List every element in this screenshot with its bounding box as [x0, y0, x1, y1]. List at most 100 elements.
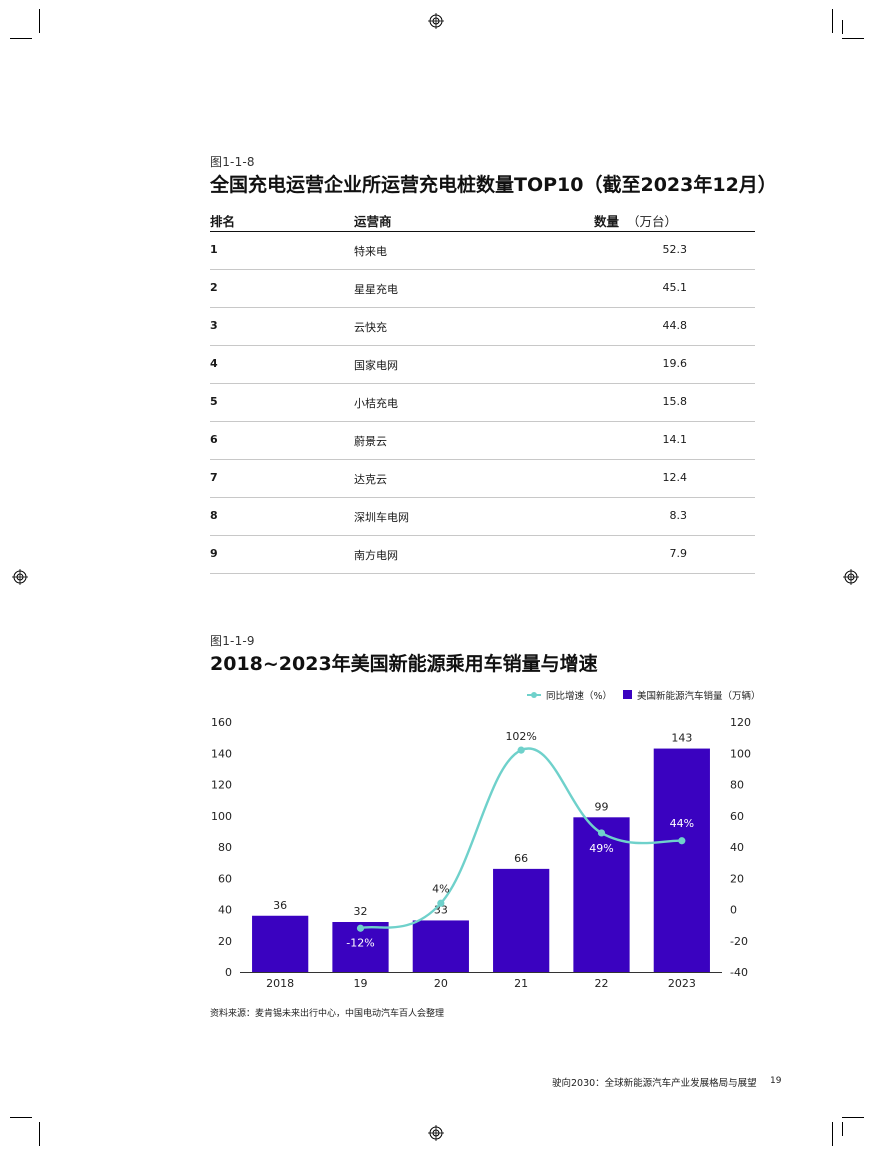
operator-cell: 云快充	[354, 321, 387, 334]
y-right-tick-label: 20	[730, 872, 744, 885]
y-right-tick-label: 100	[730, 747, 751, 760]
registration-target-icon	[12, 569, 28, 585]
legend-bar-label: 美国新能源汽车销量（万辆）	[637, 690, 761, 702]
count-cell: 8.3	[669, 509, 688, 522]
x-tick-label: 21	[514, 977, 528, 990]
col-count-header: 数量 （万台）	[594, 211, 677, 230]
crop-mark	[10, 1117, 32, 1118]
table-row: 4 国家电网 19.6	[210, 345, 755, 384]
y-right-tick-label: -40	[730, 966, 748, 979]
table-row: 9 南方电网 7.9	[210, 535, 755, 574]
x-tick-label: 22	[595, 977, 609, 990]
bar	[493, 868, 550, 972]
table-row: 2 星星充电 45.1	[210, 269, 755, 308]
count-cell: 45.1	[662, 281, 688, 294]
col-count-unit: （万台）	[627, 214, 678, 229]
table-row: 3 云快充 44.8	[210, 307, 755, 346]
table-row: 8 深圳车电网 8.3	[210, 497, 755, 536]
y-left-tick-label: 40	[218, 904, 232, 917]
table-row: 1 特来电 52.3	[210, 231, 755, 270]
operator-cell: 深圳车电网	[354, 511, 409, 524]
rank-cell: 1	[210, 243, 218, 256]
growth-point	[678, 837, 686, 845]
count-cell: 14.1	[662, 433, 688, 446]
page-number: 19	[770, 1076, 782, 1086]
source-note: 资料来源：麦肯锡未来出行中心，中国电动汽车百人会整理	[210, 1009, 445, 1019]
bar	[653, 748, 710, 972]
crop-mark	[842, 1117, 864, 1118]
crop-mark	[832, 9, 833, 33]
figure2-title: 2018~2023年美国新能源乘用车销量与增速	[210, 653, 598, 675]
x-tick-label: 2023	[668, 977, 696, 990]
rank-cell: 2	[210, 281, 218, 294]
bar-value-label: 36	[273, 899, 287, 912]
count-cell: 7.9	[669, 547, 688, 560]
col-count-label: 数量	[594, 214, 620, 229]
x-tick-label: 20	[434, 977, 448, 990]
table-header: 排名 运营商 数量 （万台）	[210, 209, 755, 232]
rank-cell: 9	[210, 547, 218, 560]
growth-value-label: 4%	[432, 882, 449, 895]
col-rank-header: 排名	[210, 214, 236, 229]
count-cell: 52.3	[662, 243, 688, 256]
crop-mark	[842, 20, 843, 34]
operator-cell: 南方电网	[354, 549, 398, 562]
operator-cell: 国家电网	[354, 359, 398, 372]
bar-value-label: 143	[671, 732, 692, 745]
count-cell: 19.6	[662, 357, 688, 370]
growth-value-label: 49%	[589, 842, 613, 855]
crop-mark	[39, 9, 40, 33]
rank-cell: 4	[210, 357, 218, 370]
y-left-tick-label: 140	[211, 747, 232, 760]
operator-cell: 星星充电	[354, 283, 398, 296]
table-row: 5 小桔充电 15.8	[210, 383, 755, 422]
operator-cell: 特来电	[354, 245, 387, 258]
rank-cell: 3	[210, 319, 218, 332]
growth-point	[517, 746, 525, 754]
crop-mark	[842, 38, 864, 39]
x-tick-label: 2018	[266, 977, 294, 990]
bar	[252, 915, 309, 972]
y-right-tick-label: 120	[730, 716, 751, 729]
y-left-tick-label: 20	[218, 935, 232, 948]
count-cell: 44.8	[662, 319, 688, 332]
figure1-title: 全国充电运营企业所运营充电桩数量TOP10（截至2023年12月）	[210, 174, 777, 196]
footer-title: 驶向2030：全球新能源汽车产业发展格局与展望	[552, 1078, 757, 1089]
rank-cell: 5	[210, 395, 218, 408]
legend-line-label: 同比增速（%）	[546, 690, 612, 702]
operator-cell: 蔚景云	[354, 435, 387, 448]
operator-cell: 小桔充电	[354, 397, 398, 410]
bar-value-label: 66	[514, 852, 528, 865]
y-right-tick-label: -20	[730, 935, 748, 948]
growth-value-label: -12%	[346, 936, 374, 949]
table-row: 7 达克云 12.4	[210, 459, 755, 498]
y-right-tick-label: 80	[730, 779, 744, 792]
operator-cell: 达克云	[354, 473, 387, 486]
table-row: 6 蔚景云 14.1	[210, 421, 755, 460]
x-tick-label: 19	[354, 977, 368, 990]
figure2-label: 图1-1-9	[210, 634, 255, 648]
bar-value-label: 99	[595, 800, 609, 813]
count-cell: 15.8	[662, 395, 688, 408]
y-left-tick-label: 80	[218, 841, 232, 854]
growth-point	[356, 924, 365, 932]
registration-target-icon	[428, 1125, 444, 1141]
figure1-label: 图1-1-8	[210, 155, 255, 169]
crop-mark	[842, 1122, 843, 1136]
legend-bar-swatch	[623, 690, 632, 699]
y-right-tick-label: 40	[730, 841, 744, 854]
crop-mark	[39, 1122, 40, 1146]
y-right-tick-label: 0	[730, 904, 737, 917]
bar	[412, 920, 469, 972]
rank-cell: 6	[210, 433, 218, 446]
y-left-tick-label: 100	[211, 810, 232, 823]
rank-cell: 7	[210, 471, 218, 484]
registration-target-icon	[843, 569, 859, 585]
y-left-tick-label: 0	[225, 966, 232, 979]
y-left-tick-label: 60	[218, 872, 232, 885]
growth-value-label: 102%	[505, 730, 536, 743]
bar	[573, 817, 630, 972]
registration-target-icon	[428, 13, 444, 29]
y-right-tick-label: 60	[730, 810, 744, 823]
